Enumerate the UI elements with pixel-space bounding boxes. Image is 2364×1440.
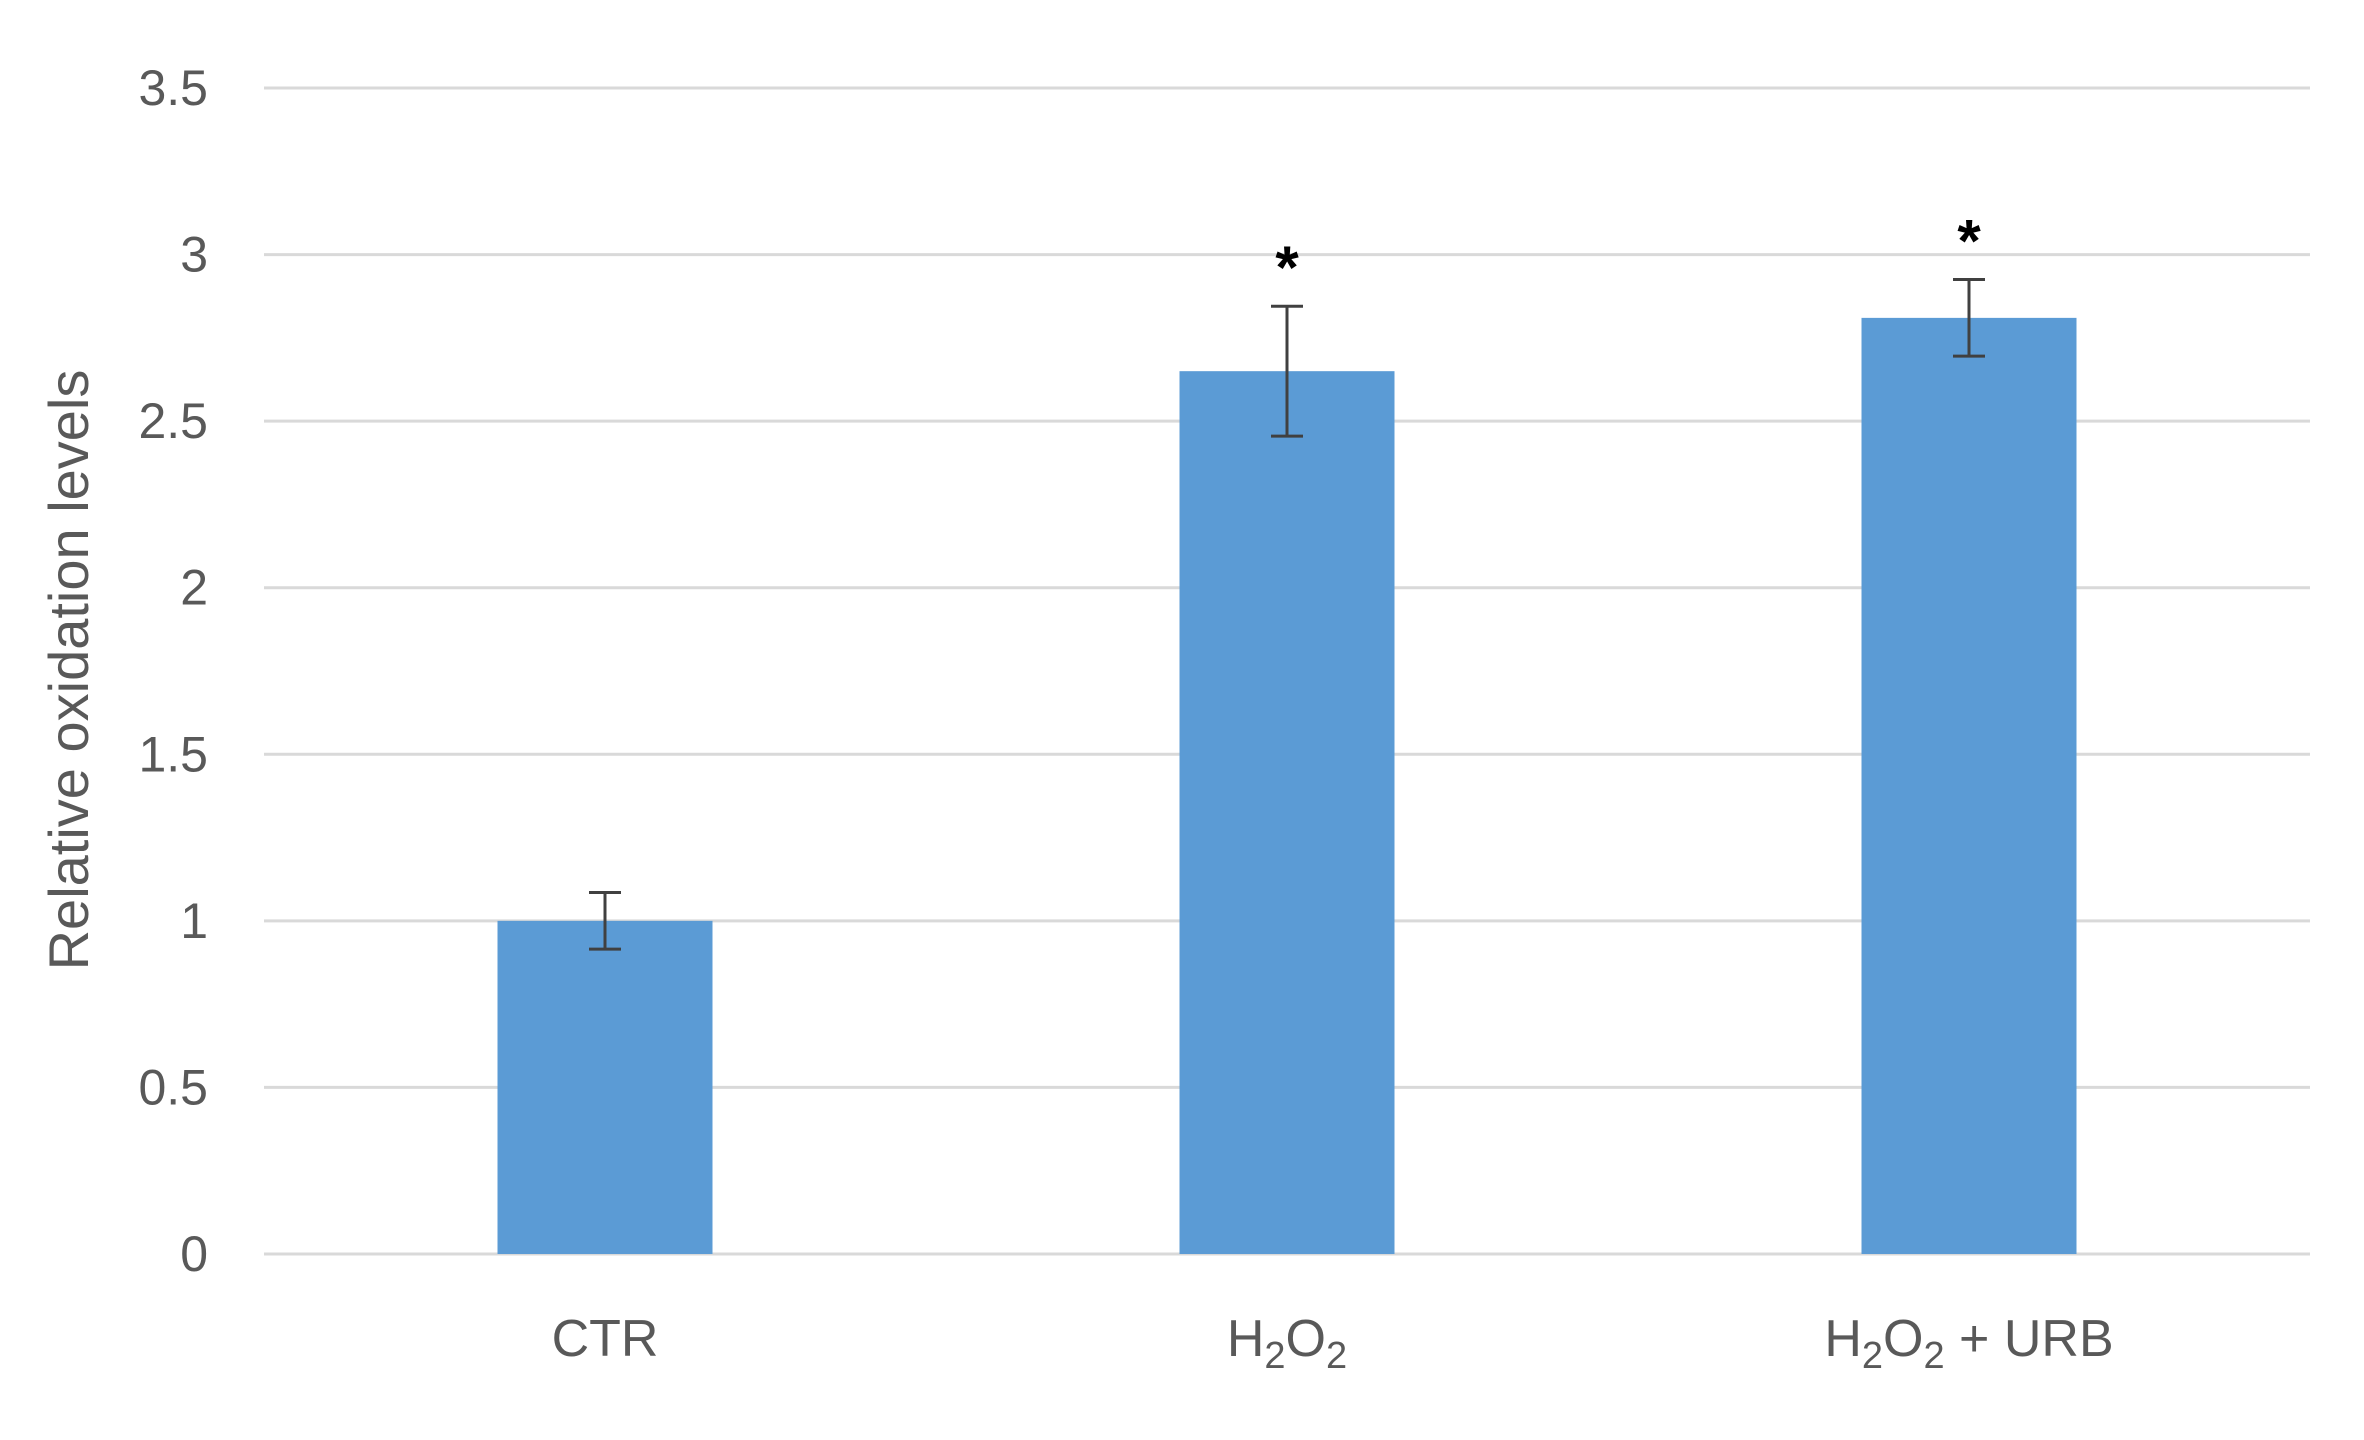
y-tick-label-1: 0.5 — [138, 1059, 208, 1115]
x-axis-categories: CTR H2O2 H2O2 + URB — [552, 1310, 2114, 1377]
y-tick-label-6: 3 — [180, 227, 208, 283]
y-axis-label: Relative oxidation levels — [37, 370, 100, 971]
y-tick-label-4: 2 — [180, 560, 208, 616]
bar-0 — [497, 920, 713, 1254]
y-tick-label-0: 0 — [180, 1226, 208, 1282]
y-tick-label-5: 2.5 — [138, 393, 208, 449]
y-tick-label-3: 1.5 — [138, 726, 208, 782]
y-axis-ticks: 0 0.5 1 1.5 2 2.5 3 3.5 — [138, 60, 208, 1282]
annotations: * * — [1275, 208, 1981, 302]
y-tick-label-2: 1 — [180, 893, 208, 949]
category-label-0: CTR — [552, 1310, 659, 1368]
category-label-1: H2O2 — [1227, 1310, 1347, 1377]
y-tick-label-7: 3.5 — [138, 60, 208, 116]
error-bars — [589, 278, 1985, 951]
bar-1 — [1179, 371, 1395, 1255]
significance-marker-1: * — [1275, 234, 1299, 301]
bar-2 — [1861, 317, 2077, 1255]
category-label-2: H2O2 + URB — [1824, 1310, 2113, 1377]
bars — [497, 317, 2077, 1255]
significance-marker-2: * — [1957, 208, 1981, 275]
